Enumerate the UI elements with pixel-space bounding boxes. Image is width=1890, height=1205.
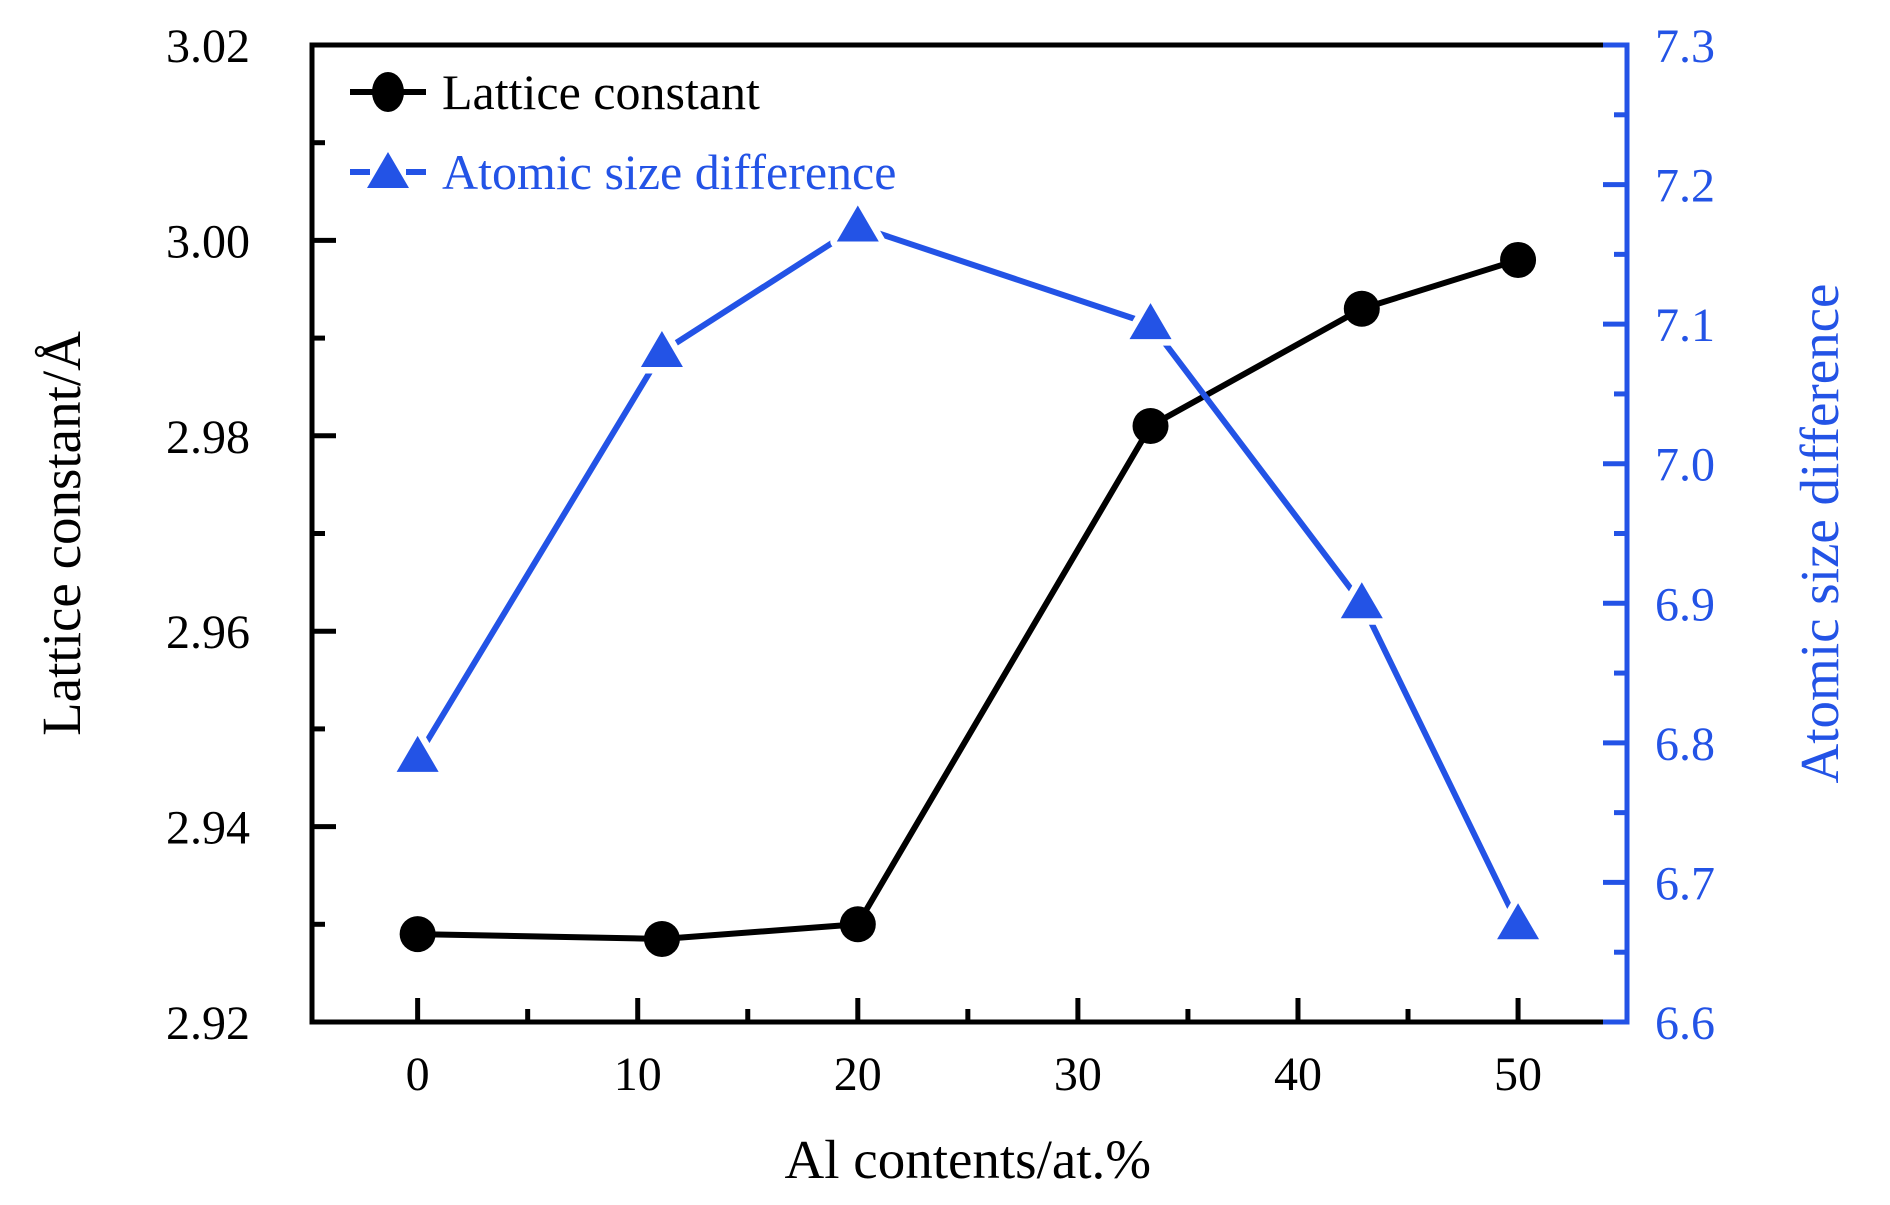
marker-circle (1500, 241, 1537, 278)
marker-circle (1343, 290, 1380, 327)
x-tick-label: 10 (614, 1048, 662, 1101)
y-right-tick-label: 6.9 (1655, 578, 1715, 631)
x-tick-label: 30 (1054, 1048, 1102, 1101)
marker-triangle (1123, 296, 1179, 346)
y-left-axis-label: Lattice constant/Å (31, 331, 92, 736)
x-tick-label: 20 (834, 1048, 882, 1101)
legend-circle-marker (372, 72, 404, 112)
x-tick-label: 40 (1274, 1048, 1322, 1101)
marker-circle (643, 920, 680, 957)
series-line-atomic-size-difference (415, 223, 1521, 926)
marker-circle (839, 906, 876, 943)
y-right-axis-label: Atomic size difference (1789, 284, 1850, 784)
y-left-tick-label: 2.96 (166, 606, 250, 659)
marker-triangle (830, 198, 886, 248)
y-right-tick-label: 7.0 (1655, 439, 1715, 492)
y-left-tick-label: 3.00 (166, 215, 250, 268)
legend: Lattice constant Atomic size difference (367, 64, 896, 200)
y-left-tick-label: 2.98 (166, 411, 250, 464)
marker-circle (1132, 408, 1169, 445)
x-tick-label: 0 (406, 1048, 430, 1101)
legend-label-lattice-constant: Lattice constant (442, 64, 760, 120)
y-right-tick-label: 7.3 (1655, 20, 1715, 73)
y-right-tick-label: 6.8 (1655, 718, 1715, 771)
y-left-tick-label: 2.92 (166, 997, 250, 1050)
y-right-tick-label: 6.7 (1655, 857, 1715, 910)
series-line-lattice-constant (417, 257, 1519, 942)
x-axis-label: Al contents/at.% (785, 1129, 1152, 1190)
y-right-tick-label: 6.6 (1655, 997, 1715, 1050)
marker-triangle (390, 729, 446, 779)
x-tick-label: 50 (1494, 1048, 1542, 1101)
legend-label-atomic-size-difference: Atomic size difference (442, 144, 896, 200)
legend-triangle-marker (367, 152, 409, 188)
marker-triangle (634, 324, 690, 374)
marker-circle (399, 916, 436, 953)
y-left-tick-label: 2.94 (166, 802, 250, 855)
y-right-tick-label: 7.2 (1655, 160, 1715, 213)
marker-triangle (1334, 575, 1390, 625)
y-left-tick-label: 3.02 (166, 20, 250, 73)
y-right-tick-label: 7.1 (1655, 299, 1715, 352)
marker-triangle (1490, 896, 1546, 946)
